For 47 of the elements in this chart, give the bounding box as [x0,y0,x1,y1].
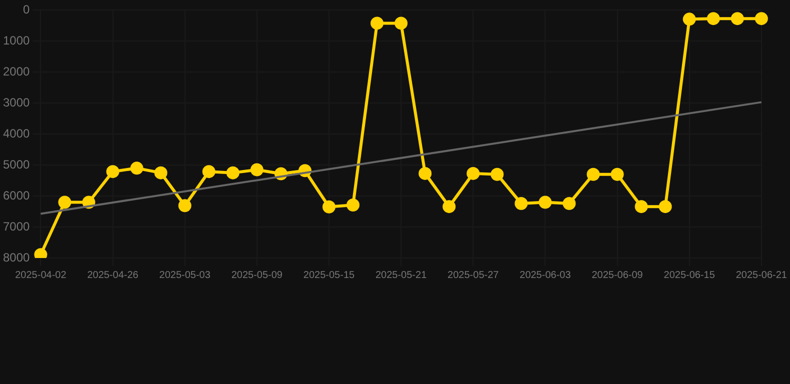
y-tick-label: 7000 [2,219,30,234]
y-tick-label: 6000 [2,188,30,202]
y-tick-label: 8000 [2,250,30,264]
x-tick-label: 2025-06-03 [520,270,572,281]
y-tick-label: 5000 [2,157,30,172]
point [394,16,408,30]
x-tick-label: 2025-04-26 [87,270,139,281]
point [682,12,696,26]
point [706,12,720,26]
x-tick-label: 2025-05-09 [231,270,283,281]
point [490,168,504,181]
point [346,198,360,212]
y-tick-label: 0 [23,2,30,17]
point [730,12,744,26]
point [442,200,456,214]
point [178,199,192,212]
point [466,166,480,180]
point [250,163,264,176]
point [586,168,600,181]
y-tick-label: 1000 [2,33,30,48]
x-tick-label: 2025-05-21 [375,270,428,281]
x-tick-label: 2025-05-03 [159,270,211,281]
point [202,165,216,178]
x-tick-label: 2025-05-27 [448,270,500,281]
point [658,200,672,214]
point [634,200,648,214]
point [610,168,624,181]
point [562,196,576,210]
point [418,166,432,180]
point [322,200,336,214]
point [514,196,528,210]
point [226,166,240,180]
y-tick-label: 2000 [2,64,30,78]
point [754,12,768,26]
point [58,196,72,209]
point [154,166,168,180]
x-tick-label: 2025-06-09 [592,270,644,281]
point [370,16,384,30]
x-tick-label: 2025-06-21 [736,270,788,281]
point [106,165,120,178]
point [130,162,144,175]
x-tick-label: 2025-05-15 [303,270,355,281]
x-tick-label: 2025-04-02 [15,270,67,281]
y-tick-label: 4000 [2,126,30,140]
point [538,196,552,209]
x-tick-label: 2025-06-15 [664,270,716,281]
y-tick-label: 3000 [2,95,30,110]
